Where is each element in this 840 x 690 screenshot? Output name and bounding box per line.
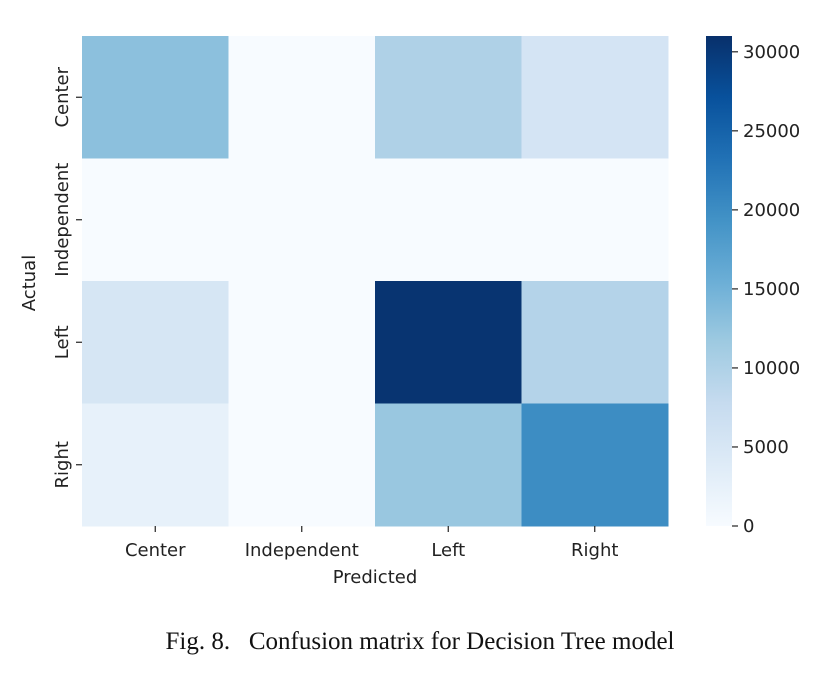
heatmap-cell [228, 36, 376, 159]
y-tick-label: Independent [52, 163, 73, 277]
heatmap-cell [375, 158, 522, 282]
x-tick-label: Left [431, 540, 465, 561]
y-axis-title: Actual [19, 255, 40, 311]
x-tick-label: Center [125, 540, 186, 561]
colorbar-tick-label: 0 [743, 516, 754, 537]
y-tick-label: Right [52, 441, 73, 488]
colorbar-tick-label: 25000 [743, 121, 800, 142]
colorbar-ticks: 0 5000 10000 15000 20000 25000 30000 [732, 42, 800, 537]
heatmap-cell [375, 281, 522, 404]
y-tick-label: Left [52, 325, 73, 359]
heatmap-cell [521, 36, 669, 159]
heatmap-cell [375, 36, 522, 159]
y-axis-ticks: Center Independent Left Right [52, 66, 82, 488]
colorbar-tick-label: 10000 [743, 358, 800, 379]
colorbar-tick-label: 15000 [743, 279, 800, 300]
colorbar [706, 36, 732, 526]
colorbar-tick-label: 5000 [743, 437, 789, 458]
x-axis-ticks: Center Independent Left Right [125, 526, 618, 561]
heatmap-cell [82, 281, 229, 404]
heatmap-cell [82, 36, 229, 159]
heatmap-cell [228, 281, 376, 404]
x-tick-label: Independent [245, 540, 359, 561]
heatmap-cell [228, 158, 376, 282]
colorbar-tick-label: 30000 [743, 42, 800, 63]
figure-caption: Fig. 8. Confusion matrix for Decision Tr… [165, 628, 675, 655]
x-tick-label: Right [571, 540, 618, 561]
heatmap-cell [521, 281, 669, 404]
heatmap-cell [82, 158, 229, 282]
x-axis-title: Predicted [333, 567, 418, 588]
heatmap-cell [228, 403, 376, 527]
heatmap-cells [82, 36, 669, 527]
confusion-matrix-chart: Center Independent Left Right Center Indepen… [19, 36, 800, 588]
heatmap-cell [375, 403, 522, 527]
heatmap-cell [521, 158, 669, 282]
heatmap-cell [82, 403, 229, 527]
y-tick-label: Center [52, 66, 73, 127]
heatmap-cell [521, 403, 669, 527]
colorbar-tick-label: 20000 [743, 200, 800, 221]
